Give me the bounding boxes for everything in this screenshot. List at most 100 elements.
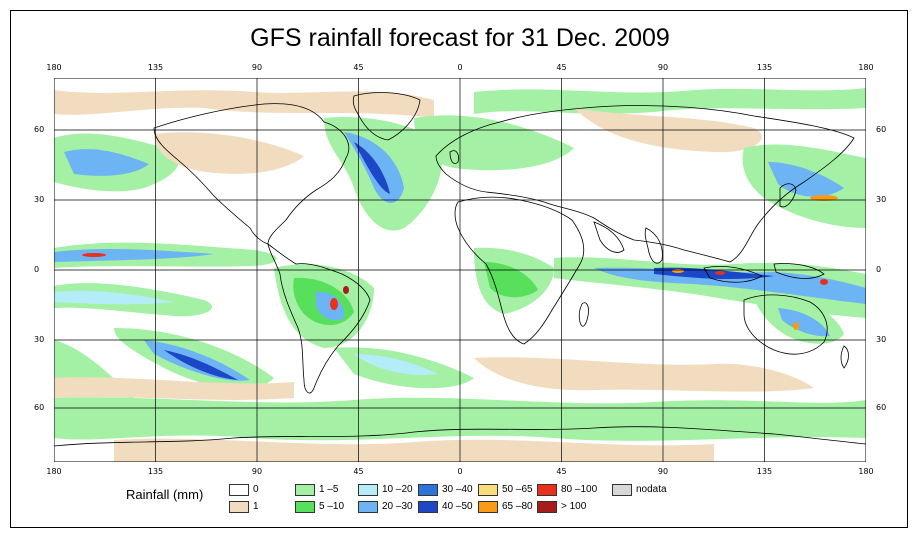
rain-cell: [343, 286, 349, 294]
island-new-zealand: [840, 345, 849, 369]
rain-band: [474, 357, 814, 392]
legend-label: 50 –65: [502, 484, 533, 495]
rain-cell: [715, 271, 725, 275]
legend-label: 10 –20: [382, 484, 413, 495]
legend-label: 40 –50: [442, 501, 473, 512]
legend-label: 0: [253, 484, 259, 495]
legend-label: 80 –100: [561, 484, 598, 495]
rain-cell: [820, 279, 828, 285]
axis-tick-label: 90: [251, 63, 263, 72]
peninsula-arabia: [593, 221, 625, 253]
rain-band: [64, 149, 149, 176]
island-britain: [449, 150, 459, 164]
rain-cell: [330, 298, 338, 310]
legend-swatch: [295, 501, 315, 513]
rainfall-map: [54, 78, 866, 462]
coastlines: [54, 92, 866, 447]
axis-tick-label: 180: [858, 63, 874, 72]
rain-band: [316, 291, 345, 321]
axis-tick-label: 45: [556, 467, 567, 476]
legend-swatch: [358, 484, 378, 496]
axis-tick-label: 45: [353, 63, 364, 72]
legend-swatch: [418, 484, 438, 496]
axis-tick-label: 180: [858, 467, 874, 476]
map-title: GFS rainfall forecast for 31 Dec. 2009: [250, 24, 670, 52]
axis-tick-label: 60: [34, 403, 45, 412]
axis-tick-label: 180: [46, 467, 62, 476]
legend-label: 30 –40: [442, 484, 473, 495]
continent-africa: [454, 196, 585, 345]
islands-indonesia: [703, 266, 763, 283]
rain-cell: [82, 253, 106, 257]
rain-band: [474, 88, 866, 114]
legend-swatch: [229, 484, 249, 496]
axis-tick-label: 0: [457, 467, 463, 476]
legend-label: 1: [253, 501, 259, 512]
rain-band: [594, 267, 866, 304]
legend-label: nodata: [636, 484, 667, 495]
graticule: [54, 78, 866, 462]
continent-australia: [743, 294, 828, 355]
continent-eurasia: [435, 105, 855, 263]
rain-band: [164, 350, 238, 380]
legend-swatch: [537, 501, 557, 513]
rain-cell: [810, 195, 838, 201]
rain-band: [354, 142, 390, 194]
continent-north-america: [153, 103, 350, 245]
rain-cell: [793, 322, 799, 330]
legend-swatch: [612, 484, 632, 496]
legend-swatch: [295, 484, 315, 496]
rain-band: [54, 90, 434, 118]
rain-band: [54, 248, 214, 262]
axis-tick-label: 180: [46, 63, 62, 72]
axis-tick-label: 60: [876, 125, 887, 134]
rain-band: [778, 308, 830, 337]
legend-swatch: [229, 501, 249, 513]
legend-label: 1 –5: [319, 484, 339, 495]
axis-tick-label: 30: [876, 195, 887, 204]
rain-cell: [672, 269, 684, 273]
axis-tick-label: 0: [457, 63, 463, 72]
axis-tick-label: 45: [556, 63, 567, 72]
axis-tick-label: 30: [34, 195, 45, 204]
axis-tick-label: 0: [876, 265, 882, 274]
legend-swatch: [478, 501, 498, 513]
axis-tick-label: 90: [657, 467, 669, 476]
axis-tick-label: 30: [876, 335, 887, 344]
axis-tick-label: 90: [251, 467, 263, 476]
rain-band: [414, 115, 574, 171]
axis-tick-label: 60: [876, 403, 887, 412]
axis-tick-label: 135: [147, 467, 164, 476]
rain-band: [154, 132, 304, 174]
rain-band: [114, 438, 714, 462]
legend-swatch: [418, 501, 438, 513]
legend-label: 65 –80: [502, 501, 533, 512]
axis-tick-label: 60: [34, 125, 45, 134]
legend-swatch: [478, 484, 498, 496]
legend-swatch: [358, 501, 378, 513]
island-japan: [779, 183, 797, 208]
axis-tick-label: 45: [353, 467, 364, 476]
continent-greenland: [352, 92, 421, 141]
island-new-guinea: [773, 263, 825, 279]
rain-band: [354, 354, 438, 376]
island-madagascar: [578, 302, 589, 327]
legend-label: 5 –10: [319, 501, 345, 512]
axis-tick-label: 90: [657, 63, 669, 72]
axis-tick-label: 135: [756, 63, 773, 72]
legend-title: Rainfall (mm): [126, 487, 204, 502]
rain-band: [484, 262, 538, 298]
axis-tick-label: 30: [34, 335, 45, 344]
axis-tick-label: 0: [34, 265, 40, 274]
continent-antarctica: [54, 426, 866, 447]
rain-band: [54, 290, 174, 305]
legend-label: 20 –30: [382, 501, 413, 512]
legend-label: > 100: [561, 501, 587, 512]
continent-south-america: [267, 243, 371, 394]
axis-tick-label: 135: [147, 63, 164, 72]
rain-band: [654, 267, 774, 280]
peninsula-india: [644, 227, 663, 264]
rain-band: [768, 162, 844, 197]
legend-swatch: [537, 484, 557, 496]
axis-tick-label: 135: [756, 467, 773, 476]
